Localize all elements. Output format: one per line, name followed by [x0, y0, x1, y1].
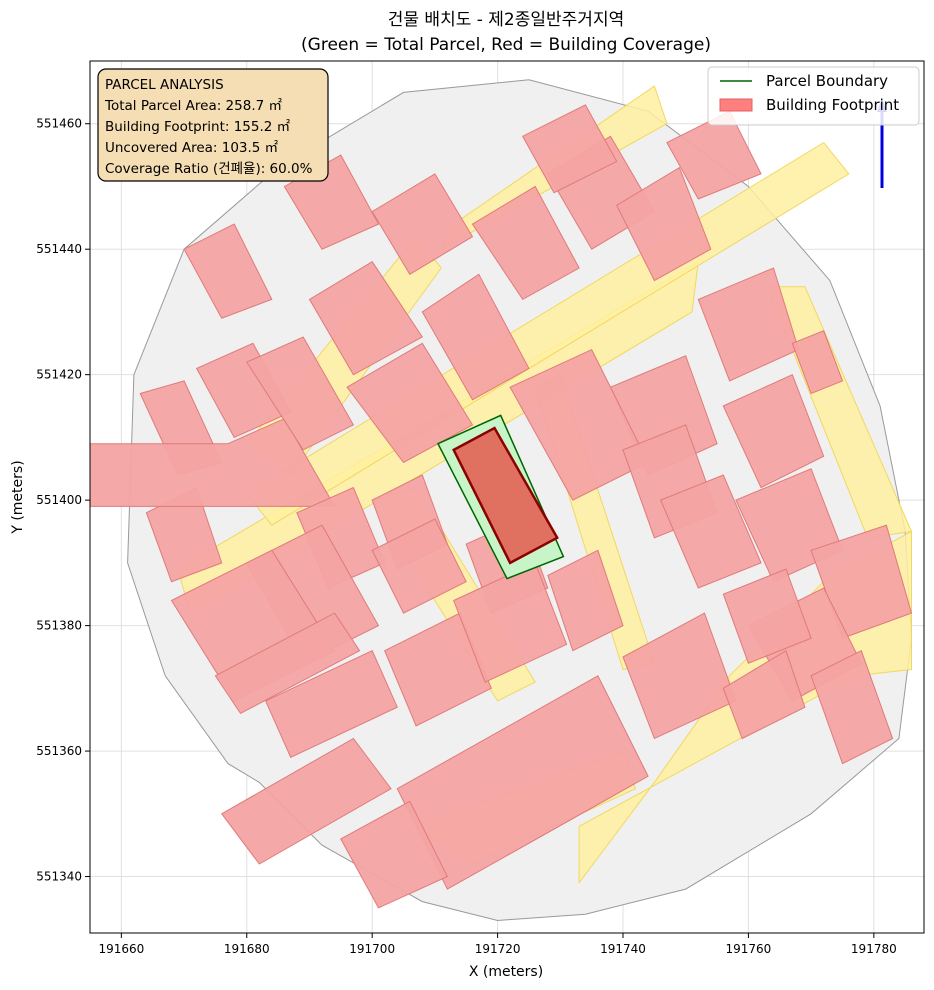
legend: Parcel Boundary Building Footprint [707, 66, 920, 126]
info-line-total-area: Total Parcel Area: 258.7 ㎡ [104, 98, 282, 114]
parcel-analysis-box: PARCEL ANALYSIS Total Parcel Area: 258.7… [97, 68, 329, 182]
building-footprint-42 [340, 800, 449, 909]
building-footprint-24 [659, 474, 762, 589]
building-footprint-13 [616, 166, 712, 282]
y-tick-label: 551360 [36, 744, 82, 758]
target-building-footprint [452, 426, 559, 565]
x-axis-label: X (meters) [469, 964, 543, 980]
x-tick-label: 191740 [600, 942, 646, 956]
y-tick-label: 551340 [36, 870, 82, 884]
building-footprint-5 [183, 223, 273, 319]
x-tick-label: 191760 [726, 942, 772, 956]
x-tick-label: 191660 [98, 942, 144, 956]
legend-label-parcel-boundary: Parcel Boundary [766, 72, 888, 90]
building-footprint-26 [722, 568, 812, 664]
info-line-coverage-ratio: Coverage Ratio (건폐율): 60.0% [105, 161, 313, 177]
building-footprint-11 [471, 185, 580, 301]
building-footprint-7 [346, 342, 474, 464]
building-footprint-25 [810, 650, 894, 765]
y-axis-label: Y (meters) [10, 460, 26, 534]
building-footprint-37 [384, 612, 492, 727]
building-footprint-34 [264, 650, 398, 758]
y-tick-label: 551400 [36, 493, 82, 507]
y-tick-label: 551460 [36, 117, 82, 131]
x-tick-label: 191780 [851, 942, 897, 956]
building-footprint-10 [421, 273, 530, 401]
building-footprint-36 [371, 518, 467, 614]
x-tick-label: 191680 [224, 942, 270, 956]
map-layer [90, 79, 913, 922]
building-footprint-28 [722, 649, 806, 740]
legend-label-building-footprint: Building Footprint [766, 96, 899, 114]
building-footprint-14 [522, 104, 618, 194]
y-tick-label: 551440 [36, 242, 82, 256]
building-footprint-35 [214, 612, 361, 715]
chart-subtitle: (Green = Total Parcel, Red = Building Co… [301, 35, 711, 55]
y-tick-label: 551380 [36, 619, 82, 633]
chart-title: 건물 배치도 - 제2종일반주거지역 [388, 10, 624, 30]
building-footprint-18 [722, 374, 825, 489]
x-tick-label: 191720 [475, 942, 521, 956]
building-footprint-41 [220, 737, 392, 865]
y-tick-label: 551420 [36, 368, 82, 382]
info-line-building-footprint: Building Footprint: 155.2 ㎡ [105, 119, 291, 135]
info-line-heading: PARCEL ANALYSIS [105, 77, 224, 93]
building-footprint-8 [308, 261, 424, 376]
building-footprint-43 [791, 330, 844, 395]
info-line-uncovered-area: Uncovered Area: 103.5 ㎡ [105, 140, 279, 156]
building-footprint-39 [547, 549, 624, 652]
plot-frame [89, 60, 925, 934]
axis-ticks: 191660 191680 191700 191720 191740 191760 1917… [36, 117, 897, 956]
building-footprint-9 [371, 173, 474, 275]
building-footprint-4 [246, 336, 355, 451]
legend-marker-building-footprint [719, 98, 753, 112]
x-tick-label: 191700 [349, 942, 395, 956]
